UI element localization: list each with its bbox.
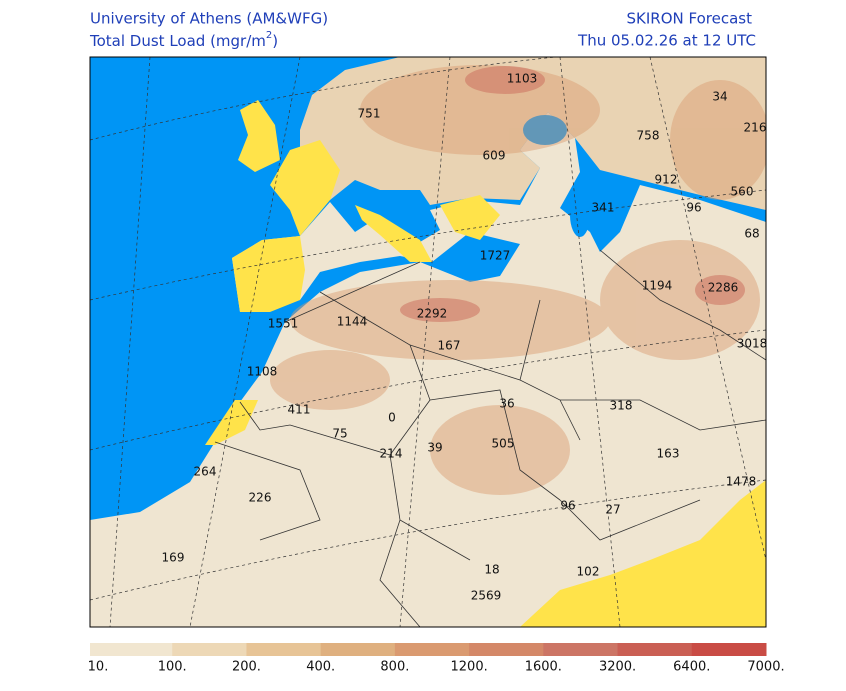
map	[90, 57, 766, 627]
map-value-label: 1194	[642, 279, 673, 293]
land-europe	[300, 57, 766, 210]
map-labels: 1103 34 751 216 758 609 912 560 96 341 68 1727 1194 2…	[162, 72, 768, 603]
map-value-label: 2286	[708, 281, 739, 295]
yellow-iberia	[232, 236, 305, 312]
colorbar-segment	[617, 643, 693, 656]
map-value-label: 1727	[480, 249, 511, 263]
colorbar-label: 400.	[306, 660, 335, 675]
yellow-france	[270, 140, 340, 236]
borders	[214, 249, 766, 627]
map-value-label: 75	[332, 427, 347, 441]
colorbar-label: 3200.	[599, 660, 636, 675]
map-value-label: 39	[427, 441, 442, 455]
yellow-italy	[355, 205, 432, 262]
colorbar-label: 6400.	[673, 660, 710, 675]
map-value-label: 27	[605, 503, 620, 517]
map-value-label: 609	[483, 149, 506, 163]
colorbar-segment	[691, 643, 767, 656]
map-value-label: 912	[655, 173, 678, 187]
left-title: University of Athens (AM&WFG)	[90, 10, 328, 28]
graticule	[90, 57, 766, 627]
map-value-label: 751	[358, 107, 381, 121]
map-value-label: 318	[610, 399, 633, 413]
colorbar-segment	[98, 643, 173, 656]
colorbar-segment	[172, 643, 247, 656]
map-value-label: 1551	[268, 317, 299, 331]
colorbar-segment	[469, 643, 544, 656]
map-value-label: 68	[744, 227, 759, 241]
map-value-label: 226	[249, 491, 272, 505]
yellow-africa-se	[520, 480, 766, 627]
colorbar-label: 10.	[88, 660, 109, 675]
map-value-label: 96	[686, 201, 701, 215]
quantity-close: )	[272, 32, 278, 50]
map-value-label: 1108	[247, 365, 278, 379]
yellow-britain	[238, 100, 280, 172]
map-value-label: 411	[288, 403, 311, 417]
map-value-label: 167	[438, 339, 461, 353]
map-value-label: 102	[577, 565, 600, 579]
caspian-sea	[570, 193, 590, 237]
map-value-label: 341	[592, 201, 615, 215]
colorbar-label: 800.	[380, 660, 409, 675]
colorbar-label: 200.	[232, 660, 261, 675]
map-value-label: 216	[744, 121, 767, 135]
map-value-label: 264	[194, 465, 217, 479]
colorbar-label: 1200.	[451, 660, 488, 675]
land	[90, 112, 766, 627]
map-value-label: 560	[731, 185, 754, 199]
map-value-label: 0	[388, 411, 396, 425]
yellow-greece	[440, 195, 500, 240]
map-value-label: 2292	[417, 307, 448, 321]
colorbar-segment	[320, 643, 396, 656]
map-value-label: 2569	[471, 589, 502, 603]
quantity-sup: 2	[266, 30, 272, 41]
map-value-label: 505	[492, 437, 515, 451]
map-value-label: 169	[162, 551, 185, 565]
map-value-label: 3018	[737, 337, 768, 351]
colorbar-label: 100.	[158, 660, 187, 675]
right-title: SKIRON Forecast	[627, 10, 753, 28]
map-frame	[89, 56, 767, 628]
map-value-label: 1144	[337, 315, 368, 329]
colorbar-segment	[394, 643, 470, 656]
dust-peaks	[400, 66, 745, 322]
map-value-label: 214	[380, 447, 403, 461]
map-value-label: 96	[560, 499, 575, 513]
black-sea	[523, 115, 567, 145]
map-value-label: 163	[657, 447, 680, 461]
colorbar-segment	[246, 643, 322, 656]
colorbar: 10. 100. 200. 400. 800. 1200. 1600. 3200. 6400. 7…	[88, 643, 785, 675]
colorbar-label: 1600.	[525, 660, 562, 675]
map-value-label: 1478	[726, 475, 757, 489]
map-value-label: 34	[712, 90, 727, 104]
colorbar-segment	[543, 643, 619, 656]
valid-time: Thu 05.02.26 at 12 UTC	[577, 32, 756, 50]
quantity-title: Total Dust Load (mgr/m2)	[89, 30, 278, 50]
map-value-label: 18	[484, 563, 499, 577]
map-value-label: 36	[499, 397, 514, 411]
map-value-label: 758	[637, 129, 660, 143]
map-value-label: 1103	[507, 72, 538, 86]
colorbar-start	[90, 643, 98, 656]
yellow-sahara-w	[205, 400, 258, 445]
colorbar-label: 7000.	[747, 660, 784, 675]
quantity-text: Total Dust Load (mgr/m	[89, 32, 266, 50]
